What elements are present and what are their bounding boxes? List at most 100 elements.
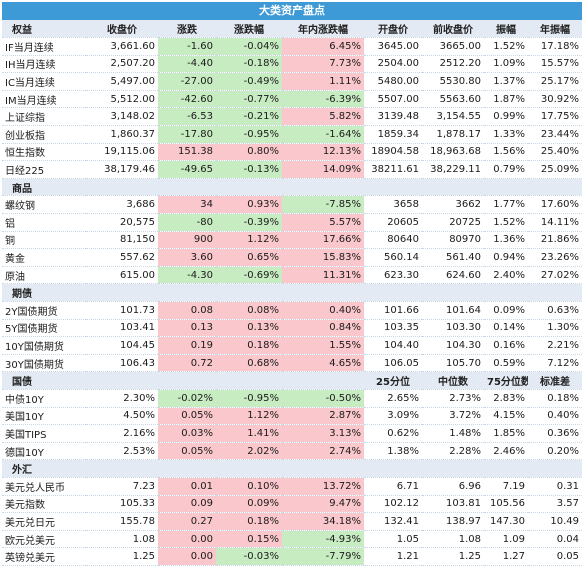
value-cell: -0.50% xyxy=(282,389,364,408)
asset-name: 美国TIPS xyxy=(2,424,86,443)
value-cell: 1.21 xyxy=(364,547,422,566)
section-commodities: 商品 xyxy=(2,178,582,197)
value-cell: 1.85% xyxy=(484,424,528,443)
asset-name: 上证综指 xyxy=(2,107,86,127)
asset-name: 铝 xyxy=(2,213,86,232)
section-futures-cell xyxy=(216,283,282,302)
value-cell: 5.57% xyxy=(282,213,364,232)
value-cell: 1.41% xyxy=(216,424,282,443)
table-row: IC当月连续 5,497.00 -27.00 -0.49% 1.11% 5480.00 55… xyxy=(2,72,582,91)
value-cell: 102.12 xyxy=(364,495,422,514)
value-cell: 5,512.00 xyxy=(86,90,158,109)
table-row: 黄金 557.62 3.60 0.65% 15.83% 560.14 561.40 0.94%… xyxy=(2,248,582,267)
value-cell: 1.30% xyxy=(528,319,582,338)
asset-name: IH当月连续 xyxy=(2,55,86,74)
value-cell: 0.10% xyxy=(216,477,282,496)
value-cell: 0.62% xyxy=(364,424,422,443)
value-cell: 7.12% xyxy=(528,354,582,373)
value-cell: 0.80% xyxy=(216,143,282,162)
value-cell: 105.56 xyxy=(484,495,528,514)
value-cell: 1.25 xyxy=(86,547,158,566)
column-header-cell: 年振幅 xyxy=(528,20,582,39)
value-cell: 10.49 xyxy=(528,512,582,531)
section-commodities-cell xyxy=(282,178,364,197)
value-cell: 1.37% xyxy=(484,72,528,91)
asset-name: 美元兑日元 xyxy=(2,512,86,531)
value-cell: 2504.00 xyxy=(364,55,422,74)
value-cell: 0.93% xyxy=(216,195,282,215)
value-cell: -0.49% xyxy=(216,72,282,91)
value-cell: 103.41 xyxy=(86,319,158,338)
value-cell: 20725 xyxy=(422,213,484,232)
value-cell: 3.60 xyxy=(158,248,216,267)
table-row: IH当月连续 2,507.20 -4.40 -0.18% 7.73% 2504.00 251… xyxy=(2,55,582,74)
value-cell: 38,229.11 xyxy=(422,160,484,179)
value-cell: 2.46% xyxy=(484,442,528,461)
value-cell: 3,686 xyxy=(86,195,158,215)
table-row: 铜 81,150 900 1.12% 17.66% 80640 80970 1.36% 21.8… xyxy=(2,231,582,250)
value-cell: 38211.61 xyxy=(364,160,422,179)
value-cell: 20,575 xyxy=(86,213,158,232)
section-fx-cell xyxy=(422,459,484,478)
value-cell: 4.65% xyxy=(282,354,364,373)
value-cell: 2.40% xyxy=(484,266,528,285)
value-cell: 0.13 xyxy=(158,319,216,338)
value-cell: 0.15% xyxy=(216,530,282,549)
value-cell: 6.45% xyxy=(282,37,364,56)
value-cell: -1.60 xyxy=(158,37,216,56)
value-cell: 14.09% xyxy=(282,160,364,179)
bonds-header-cell: 国债 xyxy=(2,371,86,390)
asset-name: 黄金 xyxy=(2,248,86,267)
section-futures-cell xyxy=(364,283,422,302)
value-cell: 0.84% xyxy=(282,319,364,338)
section-fx-cell xyxy=(282,459,364,478)
value-cell: 1.52% xyxy=(484,37,528,56)
value-cell: 105.70 xyxy=(422,354,484,373)
value-cell: 1.36% xyxy=(484,231,528,250)
value-cell: 103.81 xyxy=(422,495,484,514)
value-cell: -0.77% xyxy=(216,90,282,109)
column-header-cell: 收盘价 xyxy=(86,20,158,39)
section-fx-cell xyxy=(364,459,422,478)
value-cell: 11.31% xyxy=(282,266,364,285)
value-cell: 1.12% xyxy=(216,407,282,426)
value-cell: 20605 xyxy=(364,213,422,232)
value-cell: 5.82% xyxy=(282,107,364,127)
value-cell: 0.09% xyxy=(216,495,282,514)
section-fx-cell xyxy=(158,459,216,478)
value-cell: 1.08 xyxy=(86,530,158,549)
table-row: IF当月连续 3,661.60 -1.60 -0.04% 6.45% 3645.00 366… xyxy=(2,37,582,56)
value-cell: 1.38% xyxy=(364,442,422,461)
table-row: 10Y国债期货 104.45 0.19 0.18% 1.55% 104.40 104.30 0… xyxy=(2,336,582,355)
asset-name: 美国10Y xyxy=(2,407,86,426)
value-cell: 101.73 xyxy=(86,301,158,320)
section-futures-cell xyxy=(484,283,528,302)
value-cell: 1,860.37 xyxy=(86,125,158,144)
bonds-header-cell: 25分位 xyxy=(364,371,422,390)
value-cell: 101.64 xyxy=(422,301,484,320)
value-cell: 0.36% xyxy=(528,424,582,443)
bonds-header-cell: 标准差 xyxy=(528,371,582,390)
section-futures-cell xyxy=(422,283,484,302)
value-cell: 0.68% xyxy=(216,354,282,373)
value-cell: -0.95% xyxy=(216,125,282,144)
value-cell: 5530.80 xyxy=(422,72,484,91)
value-cell: 105.33 xyxy=(86,495,158,514)
value-cell: 19,115.06 xyxy=(86,143,158,162)
value-cell: 2.65% xyxy=(364,389,422,408)
value-cell: 9.47% xyxy=(282,495,364,514)
table-row: 铝 20,575 -80 -0.39% 5.57% 20605 20725 1.52% 14.1… xyxy=(2,213,582,232)
value-cell: 0.65% xyxy=(216,248,282,267)
section-futures: 期债 xyxy=(2,283,582,302)
value-cell: 557.62 xyxy=(86,248,158,267)
value-cell: -80 xyxy=(158,213,216,232)
value-cell: 2512.20 xyxy=(422,55,484,74)
value-cell: -6.39% xyxy=(282,90,364,109)
value-cell: 15.83% xyxy=(282,248,364,267)
value-cell: 2.87% xyxy=(282,407,364,426)
table-row: 美元指数 105.33 0.09 0.09% 9.47% 102.12 103.81 105.… xyxy=(2,495,582,514)
value-cell: 25.17% xyxy=(528,72,582,91)
column-header-cell: 涨跌 xyxy=(158,20,216,39)
column-header-cell: 前收盘价 xyxy=(422,20,484,39)
value-cell: 30.92% xyxy=(528,90,582,109)
